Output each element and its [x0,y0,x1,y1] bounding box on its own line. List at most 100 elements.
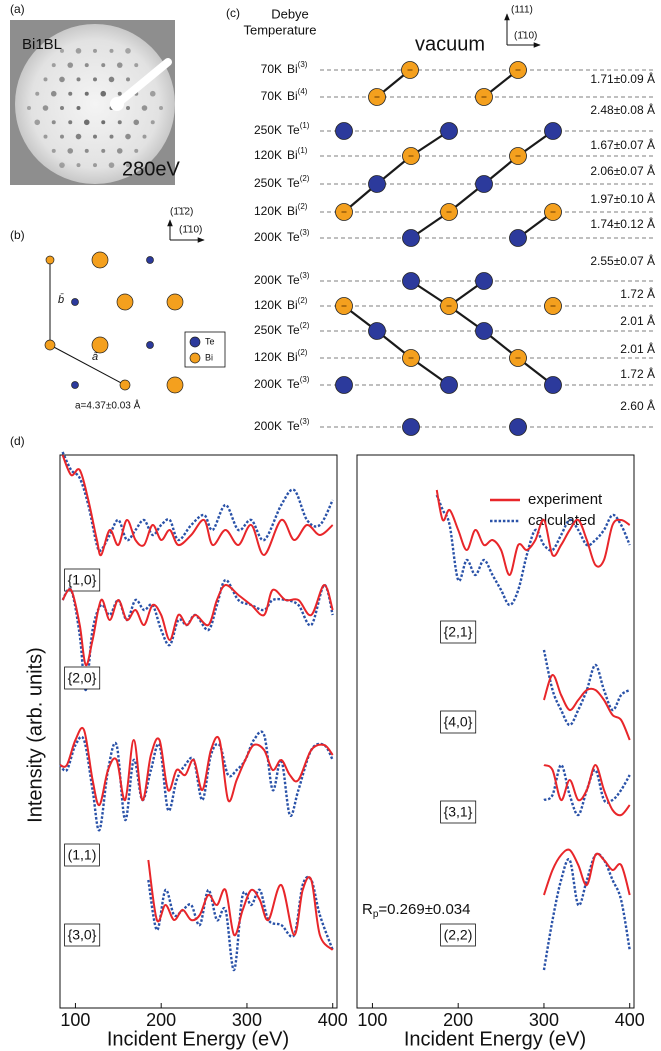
element-index: (2) [300,321,310,330]
x-axis-title: Incident Energy (eV) [107,1028,289,1050]
element: Bi [287,89,298,103]
debye-temperature: 200K [254,419,282,433]
element-index: (3) [298,60,308,69]
layer-spacing: 2.60 Å [620,398,655,413]
debye-temperature: 200K [254,377,282,391]
leed-spot [52,149,56,153]
element-index: (3) [300,271,310,280]
atom [441,377,458,394]
iv-curve [544,650,630,725]
iv-curve [544,675,630,740]
element: Te [287,273,300,287]
layer-spacing: 1.74±0.12 Å [590,216,655,231]
plot-frame [60,455,337,1008]
atom [336,377,353,394]
leed-spot [43,105,49,111]
atom [147,257,154,264]
debye-temperature: 70K [261,62,282,76]
direction-label: (1̄10) [179,225,202,236]
leed-spot [126,77,130,81]
debye-temperature: 120K [254,204,282,218]
leed-spot [159,106,163,110]
leed-spot [93,49,97,53]
element: Te [287,419,300,433]
layer-spacing: 2.06±0.07 Å [590,163,655,178]
leed-spot [84,119,90,125]
atom [117,294,133,310]
leed-spot [35,92,39,96]
iv-curve [63,585,333,665]
layer-element: Bi(4) [287,87,308,103]
layer-element: Te(3) [287,417,310,433]
layer-element: Te(3) [287,375,310,391]
plot-frame [357,455,634,1008]
leed-spot [76,134,82,140]
legend-atom [190,337,200,347]
leed-spot [134,63,138,67]
leed-spot [77,77,81,81]
element: Te [287,377,300,391]
atom [510,230,527,247]
leed-spot [85,63,89,67]
beam-label: {1,0} [68,572,97,588]
debye-temperature: 120K [254,298,282,312]
r-symbol: R [362,901,373,918]
leed-spot [125,48,131,54]
layer-element: Te(1) [287,121,310,137]
leed-spot [93,135,97,139]
panel-label: (c) [226,6,240,20]
sample-label: Bi1BL [22,36,62,53]
element: Bi [287,350,298,364]
x-tick-label: 200 [443,1010,473,1030]
element-index: (2) [298,296,308,305]
layer-element: Te(2) [287,321,310,337]
atom [147,342,154,349]
debye-temperature: 200K [254,230,282,244]
leed-spot [52,63,56,67]
atom [476,176,493,193]
atom [369,323,386,340]
leed-spot [52,120,56,124]
element-index: (1) [298,146,308,155]
debye-temperature: 120K [254,148,282,162]
atom [72,299,79,306]
layer-spacing: 2.48±0.08 Å [590,102,655,117]
beam-label: {4,0} [444,714,473,730]
leed-spot [118,92,122,96]
leed-spot [101,120,105,124]
beam-label: {3,0} [68,927,97,943]
layer-spacing: 2.55±0.07 Å [590,253,655,268]
leed-spot [67,62,73,68]
leed-spot [59,162,65,168]
leed-spot [93,163,97,167]
legend-label: Te [205,336,215,346]
beam-label: (1,1) [68,847,97,863]
element-index: (2) [298,202,308,211]
leed-spot [59,77,65,83]
debye-temperature: 200K [254,273,282,287]
leed-spot [68,120,72,124]
atom [92,337,108,353]
leed-spot [85,149,89,153]
r-factor: Rp=0.269±0.034 [362,901,470,920]
iv-curve [148,877,332,970]
atom [545,377,562,394]
iv-curve [544,854,630,970]
leed-spot [76,48,82,54]
layer-spacing: 1.72 Å [620,366,655,381]
sample-holder [110,97,124,111]
x-tick-label: 400 [318,1010,348,1030]
layer-element: Bi(2) [287,348,308,364]
atom [92,252,108,268]
atom [476,323,493,340]
atom [336,123,353,140]
atom [476,273,493,290]
atom [45,340,55,350]
leed-spot [151,120,155,124]
leed-spot [51,91,57,97]
beam-label: {3,1} [444,804,473,820]
leed-spot [27,106,31,110]
legend-atom [190,353,200,363]
debye-temperature: 120K [254,350,282,364]
iv-curve [544,765,630,815]
